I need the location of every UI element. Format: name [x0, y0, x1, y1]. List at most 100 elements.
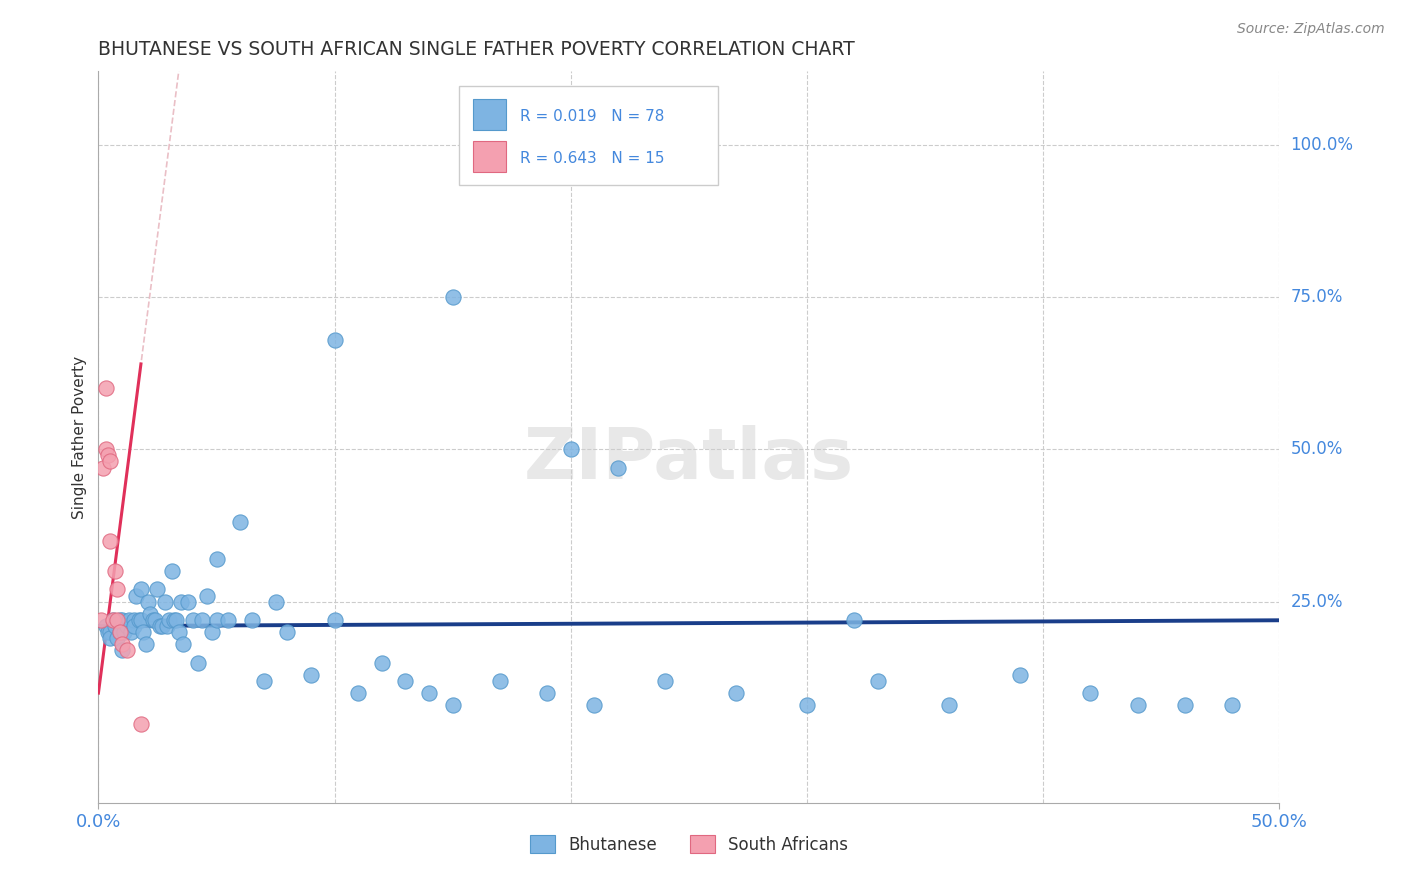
Point — [104, 619, 127, 633]
Point — [146, 582, 169, 597]
Point — [276, 625, 298, 640]
Point — [105, 613, 128, 627]
Point — [371, 656, 394, 670]
Point — [128, 613, 150, 627]
Point — [108, 625, 131, 640]
Point — [139, 607, 162, 621]
Point — [205, 613, 228, 627]
Point — [94, 442, 117, 457]
Point — [1174, 698, 1197, 713]
Point — [560, 442, 582, 457]
Point — [441, 290, 464, 304]
Point — [142, 613, 165, 627]
Text: Source: ZipAtlas.com: Source: ZipAtlas.com — [1237, 22, 1385, 37]
Text: R = 0.019   N = 78: R = 0.019 N = 78 — [520, 109, 665, 124]
Point — [181, 613, 204, 627]
Point — [229, 516, 252, 530]
Point — [796, 698, 818, 713]
Point — [323, 613, 346, 627]
Point — [195, 589, 218, 603]
Point — [121, 625, 143, 640]
Point — [118, 613, 141, 627]
Point — [112, 625, 135, 640]
Point — [1008, 667, 1031, 681]
Point — [105, 582, 128, 597]
Point — [583, 698, 606, 713]
Point — [191, 613, 214, 627]
Point — [125, 589, 148, 603]
Point — [217, 613, 239, 627]
Point — [94, 619, 117, 633]
Point — [115, 643, 138, 657]
Point — [135, 637, 157, 651]
Y-axis label: Single Father Poverty: Single Father Poverty — [72, 356, 87, 518]
Point — [98, 533, 121, 548]
Point — [177, 594, 200, 608]
FancyBboxPatch shape — [472, 99, 506, 130]
Point — [122, 613, 145, 627]
Point — [866, 673, 889, 688]
Point — [129, 582, 152, 597]
Point — [347, 686, 370, 700]
Point — [160, 564, 183, 578]
FancyBboxPatch shape — [472, 141, 506, 171]
Text: 50.0%: 50.0% — [1291, 441, 1343, 458]
Point — [122, 619, 145, 633]
Point — [136, 594, 159, 608]
Point — [264, 594, 287, 608]
Point — [654, 673, 676, 688]
Point — [115, 619, 138, 633]
Point — [253, 673, 276, 688]
Point — [108, 613, 131, 627]
Point — [1080, 686, 1102, 700]
Point — [394, 673, 416, 688]
Point — [94, 381, 117, 395]
Text: 75.0%: 75.0% — [1291, 288, 1343, 306]
Legend: Bhutanese, South Africans: Bhutanese, South Africans — [523, 829, 855, 860]
Point — [240, 613, 263, 627]
Text: BHUTANESE VS SOUTH AFRICAN SINGLE FATHER POVERTY CORRELATION CHART: BHUTANESE VS SOUTH AFRICAN SINGLE FATHER… — [98, 39, 855, 59]
Point — [97, 448, 120, 462]
Point — [104, 564, 127, 578]
Point — [165, 613, 187, 627]
Point — [163, 613, 186, 627]
Point — [938, 698, 960, 713]
Point — [167, 625, 190, 640]
Point — [111, 643, 134, 657]
Point — [299, 667, 322, 681]
Point — [725, 686, 748, 700]
Point — [156, 619, 179, 633]
Text: ZIPatlas: ZIPatlas — [524, 425, 853, 493]
Text: R = 0.643   N = 15: R = 0.643 N = 15 — [520, 151, 665, 166]
Point — [323, 333, 346, 347]
Point — [98, 454, 121, 468]
Point — [98, 625, 121, 640]
Point — [111, 613, 134, 627]
Point — [101, 613, 124, 627]
Point — [157, 613, 180, 627]
Point — [205, 552, 228, 566]
Point — [98, 632, 121, 646]
Point — [536, 686, 558, 700]
Point — [91, 460, 114, 475]
Text: 100.0%: 100.0% — [1291, 136, 1354, 153]
Point — [607, 460, 630, 475]
Point — [97, 625, 120, 640]
Point — [187, 656, 209, 670]
Point — [108, 625, 131, 640]
Point — [489, 673, 512, 688]
Point — [132, 625, 155, 640]
Point — [441, 698, 464, 713]
Point — [844, 613, 866, 627]
Point — [101, 613, 124, 627]
Point — [105, 632, 128, 646]
Point — [418, 686, 440, 700]
Text: 25.0%: 25.0% — [1291, 592, 1343, 611]
Point — [129, 613, 152, 627]
Point — [143, 613, 166, 627]
Point — [201, 625, 224, 640]
Point — [1220, 698, 1243, 713]
FancyBboxPatch shape — [458, 86, 718, 185]
Point — [153, 594, 176, 608]
Point — [1126, 698, 1149, 713]
